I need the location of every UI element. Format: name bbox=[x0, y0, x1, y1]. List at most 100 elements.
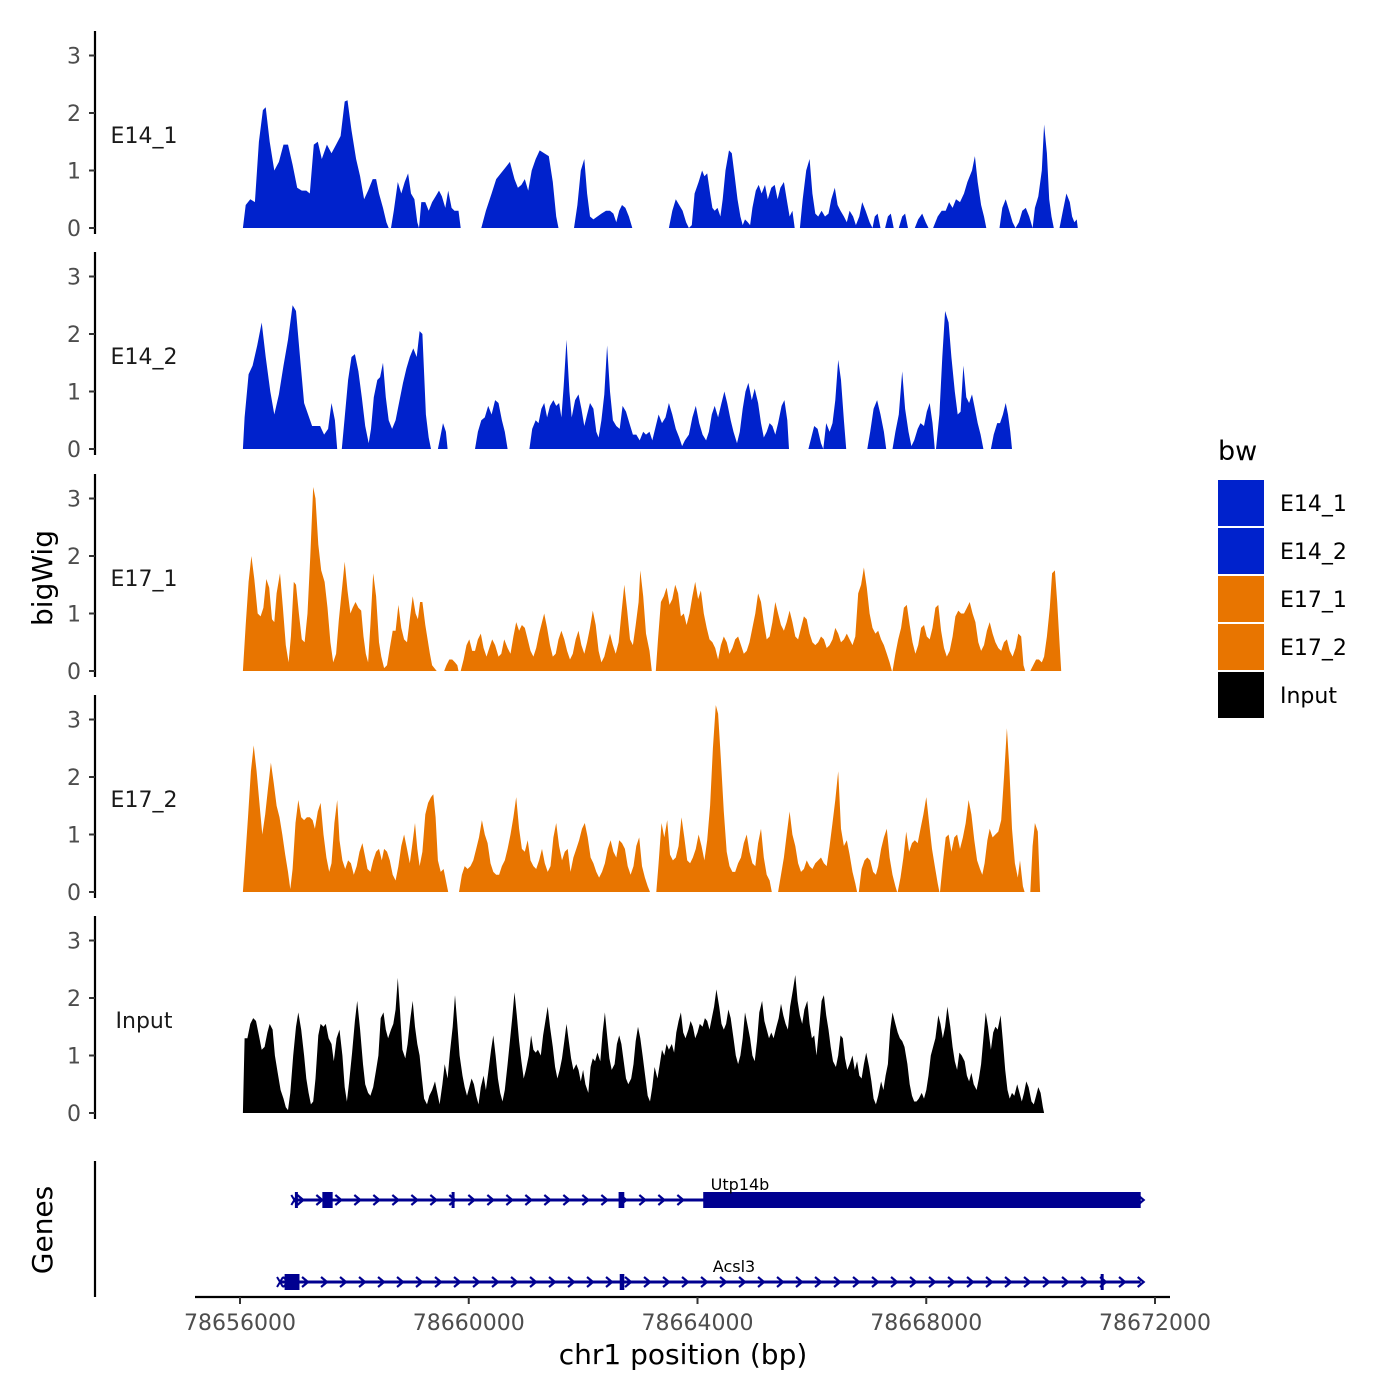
track-label: E14_1 bbox=[111, 124, 178, 149]
strand-arrow bbox=[372, 1194, 382, 1206]
y-tick-label: 0 bbox=[67, 1102, 81, 1127]
strand-arrow bbox=[581, 1194, 591, 1206]
y-tick-label: 1 bbox=[67, 160, 81, 185]
strand-arrow bbox=[852, 1276, 861, 1288]
legend-item-E14_2: E14_2 bbox=[1218, 528, 1347, 574]
y-tick-label: 0 bbox=[67, 438, 81, 463]
strand-arrow bbox=[391, 1194, 401, 1206]
strand-arrow bbox=[1080, 1276, 1089, 1288]
strand-arrow bbox=[358, 1276, 367, 1288]
genes-axis-title: Genes bbox=[26, 1186, 59, 1274]
strand-arrow bbox=[833, 1276, 842, 1288]
gene-exon bbox=[294, 1192, 298, 1208]
y-tick-label: 2 bbox=[67, 987, 81, 1012]
y-axis-title: bigWig bbox=[26, 530, 59, 626]
y-tick-label: 2 bbox=[67, 323, 81, 348]
strand-arrow bbox=[524, 1194, 534, 1206]
track-label: E17_1 bbox=[111, 567, 178, 592]
gene-start-mark bbox=[276, 1276, 284, 1288]
y-tick-label: 2 bbox=[67, 102, 81, 127]
strand-arrow bbox=[909, 1276, 918, 1288]
gene-label: Acsl3 bbox=[713, 1257, 755, 1276]
strand-arrow bbox=[491, 1276, 500, 1288]
gene-exon bbox=[703, 1192, 1141, 1208]
strand-arrow bbox=[928, 1276, 937, 1288]
strand-arrow bbox=[738, 1276, 747, 1288]
strand-arrow bbox=[662, 1276, 671, 1288]
legend-label: Input bbox=[1280, 684, 1337, 709]
strand-arrow bbox=[543, 1194, 553, 1206]
strand-arrow bbox=[320, 1276, 329, 1288]
coverage-area-E17_1 bbox=[242, 487, 1062, 671]
strand-arrow bbox=[529, 1276, 538, 1288]
strand-arrow bbox=[415, 1276, 424, 1288]
track-label: Input bbox=[116, 1009, 173, 1034]
gene-exon bbox=[619, 1274, 625, 1290]
strand-arrow bbox=[586, 1276, 595, 1288]
strand-arrow bbox=[429, 1194, 439, 1206]
track-E17_1: 0 1 2 3 E17_1 bbox=[67, 474, 1062, 685]
strand-arrow bbox=[567, 1276, 576, 1288]
strand-arrow bbox=[1118, 1276, 1127, 1288]
strand-arrow bbox=[510, 1276, 519, 1288]
legend-swatch bbox=[1218, 624, 1264, 670]
strand-arrow bbox=[947, 1276, 956, 1288]
strand-arrow bbox=[676, 1194, 686, 1206]
strand-arrow bbox=[757, 1276, 766, 1288]
track-E14_2: 0 1 2 3 E14_2 bbox=[67, 252, 1012, 463]
legend-title: bw bbox=[1218, 436, 1257, 467]
legend-swatch bbox=[1218, 480, 1264, 526]
strand-arrow bbox=[472, 1276, 481, 1288]
y-tick-label: 1 bbox=[67, 381, 81, 406]
legend: bw E14_1 E14_2 E17_1 E17_2 Input bbox=[1218, 436, 1347, 718]
strand-arrow bbox=[719, 1276, 728, 1288]
coverage-area-E17_2 bbox=[242, 705, 1041, 892]
strand-arrow bbox=[353, 1194, 363, 1206]
strand-arrow bbox=[1061, 1276, 1070, 1288]
strand-arrow bbox=[624, 1276, 633, 1288]
y-tick-label: 0 bbox=[67, 881, 81, 906]
strand-arrow bbox=[486, 1194, 496, 1206]
y-tick-label: 1 bbox=[67, 824, 81, 849]
x-tick-label: 78664000 bbox=[642, 1311, 754, 1336]
strand-arrow bbox=[638, 1194, 648, 1206]
legend-label: E14_1 bbox=[1280, 492, 1347, 517]
strand-arrow bbox=[315, 1194, 325, 1206]
gene-exon bbox=[284, 1274, 300, 1290]
strand-arrow bbox=[985, 1276, 994, 1288]
legend-item-E17_2: E17_2 bbox=[1218, 624, 1347, 670]
legend-label: E17_1 bbox=[1280, 588, 1347, 613]
gene-Acsl3: Acsl3 bbox=[276, 1257, 1146, 1290]
track-E14_1: 0 1 2 3 E14_1 bbox=[67, 31, 1078, 242]
strand-arrow bbox=[700, 1276, 709, 1288]
strand-arrow bbox=[600, 1194, 610, 1206]
strand-arrow bbox=[1004, 1276, 1013, 1288]
x-axis-title: chr1 position (bp) bbox=[559, 1338, 808, 1371]
strand-arrow bbox=[871, 1276, 880, 1288]
strand-arrow bbox=[377, 1276, 386, 1288]
y-tick-label: 1 bbox=[67, 603, 81, 628]
coverage-area-E14_2 bbox=[242, 305, 1012, 449]
track-E17_2: 0 1 2 3 E17_2 bbox=[67, 695, 1041, 906]
strand-arrow bbox=[453, 1276, 462, 1288]
strand-arrow bbox=[339, 1276, 348, 1288]
track-Input: 0 1 2 3 Input bbox=[67, 916, 1045, 1127]
strand-arrow bbox=[890, 1276, 899, 1288]
strand-arrow bbox=[681, 1276, 690, 1288]
strand-arrow bbox=[795, 1276, 804, 1288]
y-tick-label: 3 bbox=[67, 709, 81, 734]
strand-arrow bbox=[605, 1276, 614, 1288]
strand-arrow bbox=[548, 1276, 557, 1288]
y-tick-label: 2 bbox=[67, 545, 81, 570]
y-tick-label: 0 bbox=[67, 660, 81, 685]
y-tick-label: 3 bbox=[67, 266, 81, 291]
gene-exon bbox=[1100, 1274, 1104, 1290]
y-tick-label: 3 bbox=[67, 930, 81, 955]
legend-item-E17_1: E17_1 bbox=[1218, 576, 1347, 622]
x-tick-label: 78656000 bbox=[184, 1311, 296, 1336]
y-tick-label: 2 bbox=[67, 766, 81, 791]
tracks-group: 0 1 2 3 E14_1 0 1 2 3 E14_2 0 1 2 3 E17_1 0 1 2 3 E17_2 0 1 2 3… bbox=[67, 31, 1078, 1127]
y-tick-label: 3 bbox=[67, 488, 81, 513]
